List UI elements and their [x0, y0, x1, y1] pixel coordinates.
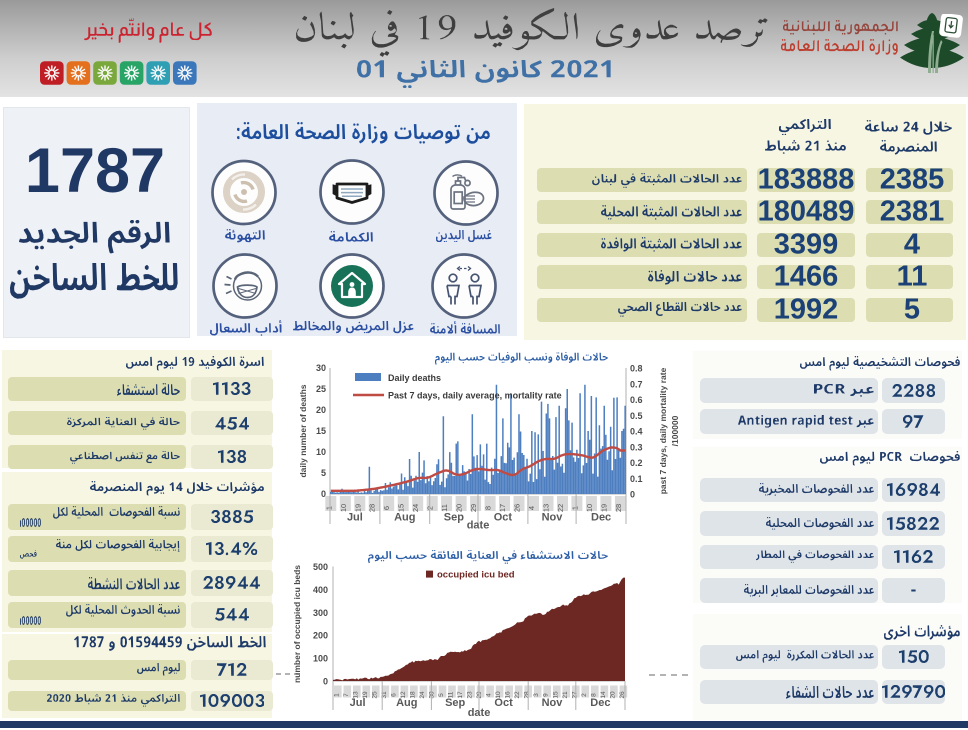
- svg-text:occupied icu bed: occupied icu bed: [437, 570, 515, 581]
- svg-text:Aug: Aug: [396, 697, 417, 709]
- svg-text:30: 30: [429, 691, 436, 699]
- svg-text:Dec: Dec: [590, 697, 610, 709]
- svg-text:0: 0: [321, 489, 326, 499]
- svg-text:9: 9: [543, 693, 550, 697]
- svg-text:7: 7: [343, 693, 350, 697]
- svg-text:2: 2: [426, 506, 435, 510]
- svg-text:19: 19: [599, 504, 608, 512]
- svg-text:0.5: 0.5: [630, 411, 643, 421]
- svg-text:400: 400: [313, 585, 328, 595]
- svg-text:11: 11: [448, 691, 455, 698]
- svg-text:1: 1: [324, 506, 333, 510]
- svg-text:10: 10: [585, 504, 594, 512]
- svg-text:Past 7 days, daily average, mo: Past 7 days, daily average, mortality ra…: [388, 391, 562, 401]
- svg-text:26: 26: [619, 691, 626, 699]
- svg-text:5: 5: [321, 468, 326, 478]
- svg-text:13: 13: [352, 691, 359, 699]
- svg-text:15: 15: [316, 426, 326, 436]
- svg-text:3: 3: [533, 693, 540, 697]
- svg-text:500: 500: [313, 562, 328, 572]
- svg-text:0.3: 0.3: [630, 442, 643, 452]
- svg-text:20: 20: [609, 691, 616, 699]
- svg-text:20: 20: [316, 405, 326, 415]
- svg-text:1: 1: [333, 693, 340, 697]
- svg-text:0.4: 0.4: [630, 427, 643, 437]
- svg-text:12: 12: [400, 691, 407, 699]
- svg-text:29: 29: [469, 504, 478, 512]
- svg-text:23: 23: [467, 691, 474, 699]
- svg-text:Sep: Sep: [444, 512, 464, 524]
- svg-text:date: date: [467, 520, 490, 532]
- svg-text:4: 4: [527, 506, 536, 510]
- svg-text:10: 10: [339, 504, 348, 512]
- svg-text:24: 24: [419, 691, 426, 699]
- svg-text:Aug: Aug: [394, 512, 415, 524]
- svg-text:Jul: Jul: [347, 512, 363, 524]
- svg-text:/100000: /100000: [670, 415, 680, 446]
- svg-text:8: 8: [484, 506, 493, 510]
- svg-text:29: 29: [476, 691, 483, 699]
- svg-text:15: 15: [397, 504, 406, 512]
- svg-text:0.7: 0.7: [630, 379, 643, 389]
- svg-text:28: 28: [614, 504, 623, 512]
- svg-text:200: 200: [313, 631, 328, 641]
- svg-text:14: 14: [600, 691, 607, 699]
- svg-text:300: 300: [313, 608, 328, 618]
- svg-text:20: 20: [455, 504, 464, 512]
- svg-text:16: 16: [505, 691, 512, 699]
- svg-text:date: date: [468, 707, 491, 719]
- svg-text:0.8: 0.8: [630, 364, 643, 374]
- svg-text:0.1: 0.1: [630, 474, 643, 484]
- svg-text:5: 5: [438, 693, 445, 697]
- svg-text:Jul: Jul: [350, 697, 366, 709]
- svg-text:0.2: 0.2: [630, 458, 643, 468]
- svg-text:19: 19: [353, 504, 362, 512]
- svg-text:Nov: Nov: [542, 512, 564, 524]
- svg-text:2: 2: [581, 693, 588, 697]
- svg-text:Dec: Dec: [591, 512, 611, 524]
- svg-text:Oct: Oct: [494, 697, 513, 709]
- svg-text:28: 28: [524, 691, 531, 699]
- svg-text:Nov: Nov: [542, 697, 564, 709]
- svg-text:18: 18: [409, 691, 416, 699]
- svg-text:21: 21: [562, 691, 569, 699]
- svg-text:22: 22: [556, 504, 565, 512]
- svg-text:1: 1: [570, 506, 579, 510]
- svg-text:daily number of deaths: daily number of deaths: [298, 384, 308, 477]
- svg-text:22: 22: [514, 691, 521, 699]
- svg-text:6: 6: [390, 693, 397, 697]
- svg-text:30: 30: [316, 363, 326, 373]
- svg-text:13: 13: [542, 504, 551, 512]
- svg-text:19: 19: [362, 691, 369, 699]
- svg-text:26: 26: [513, 504, 522, 512]
- svg-text:31: 31: [381, 691, 388, 699]
- svg-text:11: 11: [440, 504, 449, 512]
- svg-text:4: 4: [486, 693, 493, 697]
- svg-text:Sep: Sep: [445, 697, 465, 709]
- svg-text:Oct: Oct: [494, 512, 513, 524]
- svg-text:0.6: 0.6: [630, 395, 643, 405]
- svg-text:27: 27: [571, 691, 578, 699]
- svg-text:0: 0: [323, 677, 328, 687]
- svg-text:10: 10: [495, 691, 502, 699]
- svg-text:10: 10: [316, 447, 326, 457]
- svg-text:28: 28: [368, 504, 377, 512]
- svg-text:0: 0: [630, 490, 635, 500]
- svg-text:25: 25: [371, 691, 378, 699]
- svg-text:8: 8: [590, 693, 597, 697]
- svg-text:17: 17: [498, 504, 507, 512]
- svg-text:15: 15: [552, 691, 559, 699]
- svg-text:25: 25: [316, 384, 326, 394]
- svg-text:17: 17: [457, 691, 464, 699]
- svg-text:6: 6: [382, 506, 391, 510]
- svg-text:24: 24: [411, 504, 420, 512]
- svg-text:number of occupied icu beds: number of occupied icu beds: [292, 565, 302, 683]
- svg-text:100: 100: [313, 654, 328, 664]
- svg-text:past 7 days, daily mortality r: past 7 days, daily mortality rate: [658, 367, 668, 494]
- svg-text:Daily deaths: Daily deaths: [388, 373, 441, 383]
